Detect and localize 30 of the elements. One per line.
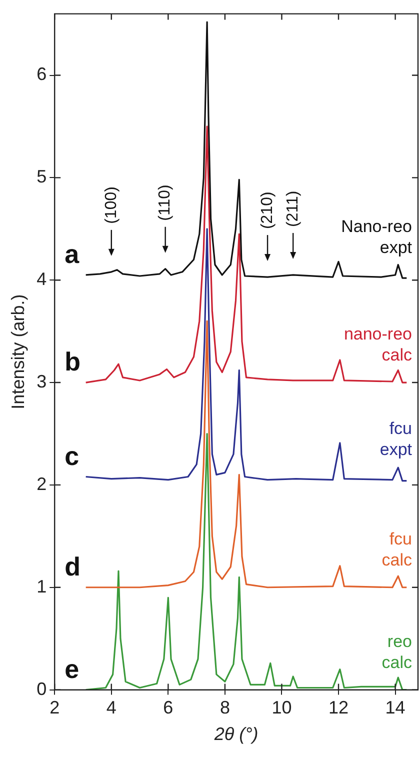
series-label: fcu calc — [382, 529, 412, 570]
x-tick-label: 10 — [272, 698, 292, 718]
x-tick-label: 2 — [50, 698, 60, 718]
series-label: reo calc — [382, 632, 412, 672]
y-tick-label: 3 — [36, 371, 47, 392]
y-tick-label: 4 — [36, 269, 47, 290]
x-axis-title: 2θ (°) — [213, 724, 258, 744]
annotation: (100) — [102, 186, 120, 224]
annotation: e — [64, 654, 80, 684]
x-tick-label: 6 — [163, 698, 174, 718]
annotation: (110) — [156, 184, 174, 221]
y-axis-title: Intensity (arb.) — [8, 294, 28, 410]
annotation: b — [64, 346, 80, 377]
y-tick-label: 0 — [36, 678, 47, 699]
y-tick-label: 6 — [36, 64, 47, 84]
annotation: (211) — [284, 190, 302, 227]
y-tick-label: 5 — [36, 166, 47, 187]
x-tick-label: 12 — [328, 698, 349, 718]
series-label: nano-reo calc — [344, 324, 412, 365]
annotation: c — [64, 440, 80, 471]
y-tick-label: 2 — [36, 474, 47, 494]
x-tick-label: 14 — [385, 698, 406, 718]
series-label: fcu expt — [380, 418, 412, 459]
x-tick-label: 8 — [220, 698, 230, 718]
y-tick-label: 1 — [36, 576, 47, 596]
annotation: (210) — [258, 192, 276, 230]
series-label: Nano-reo expt — [341, 216, 412, 257]
x-tick-label: 4 — [106, 698, 116, 718]
annotation: a — [64, 238, 80, 269]
annotation: d — [64, 551, 80, 582]
